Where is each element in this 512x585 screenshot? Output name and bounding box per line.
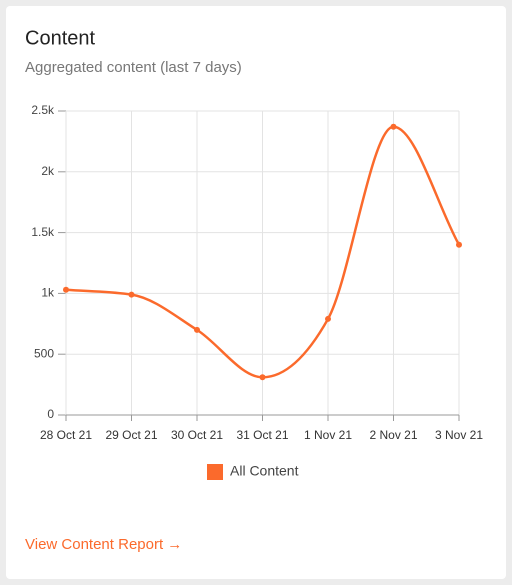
legend-swatch <box>207 464 223 480</box>
card-subtitle: Aggregated content (last 7 days) <box>25 59 242 76</box>
y-tick-label: 1k <box>41 286 55 300</box>
data-point <box>63 286 69 293</box>
y-tick-label: 2.5k <box>31 103 55 117</box>
x-tick-label: 28 Oct 21 <box>40 428 92 442</box>
x-tick-label: 3 Nov 21 <box>435 428 483 442</box>
y-tick-label: 0 <box>47 407 54 421</box>
y-tick-label: 2k <box>41 164 55 178</box>
x-tick-label: 31 Oct 21 <box>236 428 288 442</box>
data-point <box>390 123 397 130</box>
card <box>6 6 506 579</box>
report-link[interactable]: View Content Report → <box>25 536 182 553</box>
card-title: Content <box>25 27 95 49</box>
data-point <box>194 326 200 333</box>
data-point <box>456 241 462 248</box>
data-point <box>325 315 331 322</box>
y-tick-label: 500 <box>34 346 54 360</box>
y-tick-label: 1.5k <box>31 225 55 239</box>
data-point <box>128 291 135 298</box>
x-tick-label: 30 Oct 21 <box>171 428 223 442</box>
x-tick-label: 2 Nov 21 <box>369 428 417 442</box>
x-tick-label: 29 Oct 21 <box>105 428 157 442</box>
series-line <box>65 125 461 379</box>
legend-label: All Content <box>230 463 299 479</box>
x-tick-label: 1 Nov 21 <box>304 428 352 442</box>
data-point <box>259 374 266 381</box>
